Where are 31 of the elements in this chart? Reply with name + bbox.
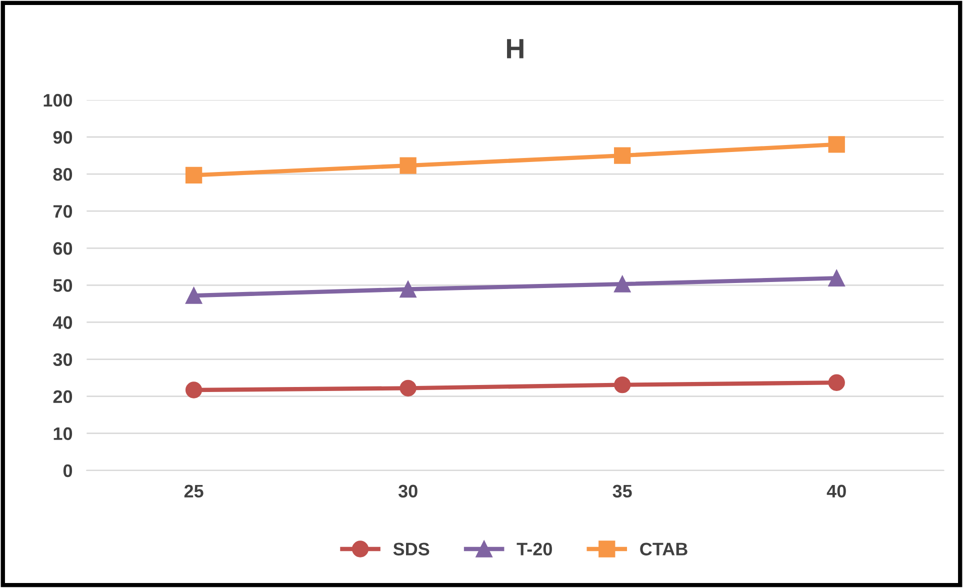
point — [828, 270, 845, 286]
point — [400, 380, 416, 396]
x-tick-label: 30 — [398, 484, 418, 498]
y-tick-label: 90 — [53, 130, 72, 144]
y-tick-label: 80 — [53, 168, 72, 181]
chart-title: H — [507, 39, 524, 58]
point — [828, 374, 845, 391]
y-tick-label: 100 — [44, 94, 72, 107]
y-tick-label: 0 — [63, 464, 72, 478]
point — [400, 157, 416, 174]
y-tick-label: 30 — [53, 353, 72, 366]
point — [185, 166, 202, 184]
y-tick-label: 60 — [53, 242, 72, 255]
point — [614, 376, 631, 394]
legend-label: SDS — [393, 542, 430, 556]
x-tick-label: 25 — [184, 484, 204, 498]
y-tick-label: 10 — [54, 427, 72, 440]
x-tick-label: 40 — [826, 484, 846, 498]
legend-label: CTAB — [640, 542, 688, 556]
y-tick-label: 20 — [53, 390, 72, 404]
legend-label: T-20 — [516, 542, 552, 556]
y-tick-label: 50 — [53, 279, 72, 292]
point — [614, 276, 631, 292]
y-tick-label: 40 — [52, 316, 72, 329]
point — [185, 287, 202, 304]
point — [614, 147, 631, 164]
point — [185, 382, 202, 398]
point — [828, 136, 845, 153]
x-tick-label: 35 — [612, 484, 632, 498]
y-tick-label: 70 — [53, 205, 72, 218]
point — [400, 280, 416, 298]
